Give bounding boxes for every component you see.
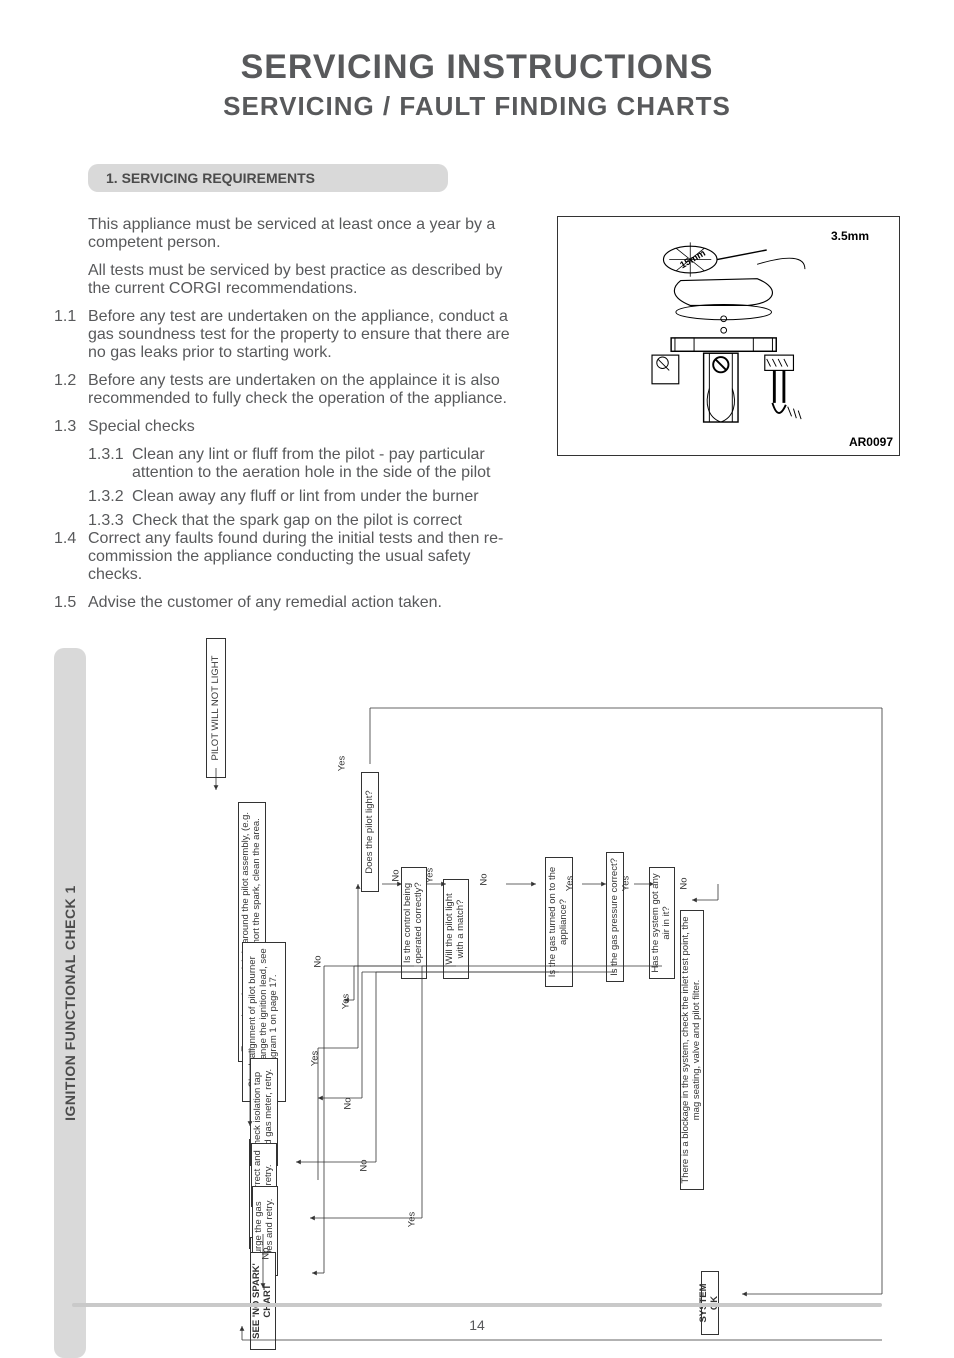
node-blockage: There is a blockage in the system, check… bbox=[680, 910, 704, 1190]
content-row: This appliance must be serviced at least… bbox=[0, 216, 954, 622]
label-no: No bbox=[343, 1097, 354, 1109]
node-start: PILOT WILL NOT LIGHT bbox=[206, 638, 226, 778]
node-match: Will the pilot light with a match? bbox=[443, 879, 469, 979]
node-pressure: Is the gas pressure correct? bbox=[606, 852, 624, 982]
page-title: SERVICING INSTRUCTIONS bbox=[0, 0, 954, 87]
svg-text:15mm: 15mm bbox=[678, 248, 707, 271]
flowchart-area: PILOT WILL NOT LIGHT Ensure there is no … bbox=[102, 648, 900, 1358]
item-num: 1.3 bbox=[54, 418, 88, 436]
label-no: No bbox=[679, 877, 690, 889]
sub-text: Clean away any fluff or lint from under … bbox=[132, 488, 479, 506]
text-column: This appliance must be serviced at least… bbox=[54, 216, 529, 622]
node-control: Is the control being operated correctly? bbox=[401, 867, 427, 979]
label-yes: Yes bbox=[336, 756, 347, 772]
label-no: No bbox=[391, 869, 402, 881]
label-yes: Yes bbox=[564, 876, 575, 892]
section-header: 1. SERVICING REQUIREMENTS bbox=[88, 164, 448, 192]
flowchart: IGNITION FUNCTIONAL CHECK 1 PILOT WILL N… bbox=[54, 648, 900, 1358]
sub-text: Check that the spark gap on the pilot is… bbox=[132, 512, 462, 530]
label-no: No bbox=[313, 955, 324, 967]
page-subtitle: SERVICING / FAULT FINDING CHARTS bbox=[0, 91, 954, 122]
flowchart-title: IGNITION FUNCTIONAL CHECK 1 bbox=[54, 648, 86, 1358]
sub-num: 1.3.3 bbox=[88, 512, 132, 530]
sub-text: Clean any lint or fluff from the pilot -… bbox=[132, 446, 529, 482]
page-number: 14 bbox=[0, 1317, 954, 1333]
label-yes: Yes bbox=[620, 876, 631, 892]
diagram-ref: AR0097 bbox=[849, 435, 893, 449]
label-no: No bbox=[261, 1247, 272, 1259]
footer-rule bbox=[72, 1303, 882, 1307]
pilot-diagram: 15mm bbox=[557, 216, 900, 456]
sub-num: 1.3.2 bbox=[88, 488, 132, 506]
node-air: Has the system got any air in it? bbox=[649, 867, 675, 979]
node-pilot-light: Does the pilot light? bbox=[361, 772, 379, 892]
item-text: Before any tests are undertaken on the a… bbox=[88, 372, 529, 408]
item-text: Before any test are undertaken on the ap… bbox=[88, 308, 529, 362]
item-num: 1.2 bbox=[54, 372, 88, 408]
node-see-nospark: SEE 'NO SPARK' CHART bbox=[250, 1252, 276, 1350]
label-yes: Yes bbox=[424, 868, 435, 884]
item-num: 1.4 bbox=[54, 530, 88, 584]
label-yes: Yes bbox=[309, 1051, 320, 1067]
item-num: 1.1 bbox=[54, 308, 88, 362]
label-yes: Yes bbox=[340, 994, 351, 1010]
item-text: Advise the customer of any remedial acti… bbox=[88, 594, 529, 612]
intro-2: All tests must be serviced by best pract… bbox=[88, 262, 529, 298]
label-yes: Yes bbox=[406, 1212, 417, 1228]
sub-num: 1.3.1 bbox=[88, 446, 132, 482]
label-no: No bbox=[359, 1159, 370, 1171]
intro-1: This appliance must be serviced at least… bbox=[88, 216, 529, 252]
item-text: Correct any faults found during the init… bbox=[88, 530, 529, 584]
label-no: No bbox=[479, 873, 490, 885]
item-text: Special checks bbox=[88, 418, 529, 436]
dim-3-5mm: 3.5mm bbox=[831, 229, 869, 243]
item-num: 1.5 bbox=[54, 594, 88, 612]
